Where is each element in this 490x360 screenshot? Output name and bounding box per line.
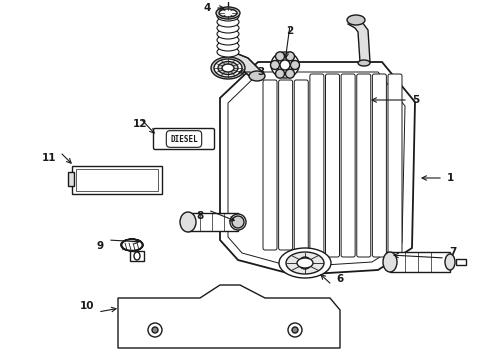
Ellipse shape xyxy=(217,11,239,21)
Circle shape xyxy=(232,216,244,228)
Ellipse shape xyxy=(122,239,142,251)
Ellipse shape xyxy=(383,252,397,272)
Ellipse shape xyxy=(218,62,238,75)
Bar xyxy=(456,259,466,265)
Text: 7: 7 xyxy=(449,247,456,257)
Ellipse shape xyxy=(122,239,143,251)
Ellipse shape xyxy=(122,239,143,251)
Text: 3: 3 xyxy=(257,67,264,77)
Ellipse shape xyxy=(217,23,239,33)
Ellipse shape xyxy=(271,52,299,78)
Ellipse shape xyxy=(286,69,294,78)
Text: 10: 10 xyxy=(79,301,94,311)
Text: DIESEL: DIESEL xyxy=(170,135,198,144)
FancyBboxPatch shape xyxy=(357,74,371,257)
Polygon shape xyxy=(220,52,262,80)
FancyBboxPatch shape xyxy=(294,80,308,250)
Ellipse shape xyxy=(230,214,246,230)
Ellipse shape xyxy=(358,60,370,66)
Ellipse shape xyxy=(121,239,143,251)
Circle shape xyxy=(152,327,158,333)
Ellipse shape xyxy=(121,239,143,251)
Ellipse shape xyxy=(279,248,331,278)
FancyBboxPatch shape xyxy=(263,80,277,250)
Circle shape xyxy=(148,323,162,337)
Ellipse shape xyxy=(180,212,196,232)
Polygon shape xyxy=(220,62,415,275)
FancyBboxPatch shape xyxy=(153,129,215,149)
Circle shape xyxy=(292,327,298,333)
FancyBboxPatch shape xyxy=(341,74,355,257)
FancyBboxPatch shape xyxy=(310,74,324,257)
Text: 9: 9 xyxy=(97,241,104,251)
Circle shape xyxy=(299,257,311,269)
Ellipse shape xyxy=(291,60,299,69)
Text: 12: 12 xyxy=(133,119,147,129)
Polygon shape xyxy=(118,285,340,348)
Ellipse shape xyxy=(222,64,234,72)
Ellipse shape xyxy=(217,17,239,27)
Circle shape xyxy=(288,323,302,337)
Text: 6: 6 xyxy=(336,274,343,284)
Circle shape xyxy=(280,60,290,70)
Bar xyxy=(68,172,74,186)
Text: 2: 2 xyxy=(286,26,294,36)
Ellipse shape xyxy=(217,29,239,39)
FancyBboxPatch shape xyxy=(372,74,387,257)
Polygon shape xyxy=(348,18,370,62)
Ellipse shape xyxy=(445,254,455,270)
Bar xyxy=(390,252,450,272)
Ellipse shape xyxy=(217,35,239,45)
Ellipse shape xyxy=(286,252,324,274)
Ellipse shape xyxy=(211,57,245,79)
Bar xyxy=(72,166,162,194)
Ellipse shape xyxy=(270,60,279,69)
Ellipse shape xyxy=(217,47,239,57)
FancyBboxPatch shape xyxy=(279,80,293,250)
Text: 5: 5 xyxy=(412,95,419,105)
Bar xyxy=(130,251,144,261)
Ellipse shape xyxy=(347,15,365,25)
Ellipse shape xyxy=(249,71,265,81)
Bar xyxy=(188,213,238,231)
Ellipse shape xyxy=(122,239,143,251)
Ellipse shape xyxy=(275,69,285,78)
Ellipse shape xyxy=(217,41,239,51)
Circle shape xyxy=(277,57,293,73)
Text: 8: 8 xyxy=(197,211,204,221)
Ellipse shape xyxy=(214,59,242,77)
FancyBboxPatch shape xyxy=(388,74,402,257)
Ellipse shape xyxy=(134,252,140,260)
Ellipse shape xyxy=(275,52,285,61)
Ellipse shape xyxy=(297,258,313,268)
Ellipse shape xyxy=(216,7,240,19)
Text: 4: 4 xyxy=(204,3,211,13)
Bar xyxy=(76,169,158,191)
FancyBboxPatch shape xyxy=(325,74,340,257)
Text: 11: 11 xyxy=(42,153,56,163)
Text: 1: 1 xyxy=(447,173,454,183)
Ellipse shape xyxy=(286,52,294,61)
Ellipse shape xyxy=(219,9,237,17)
